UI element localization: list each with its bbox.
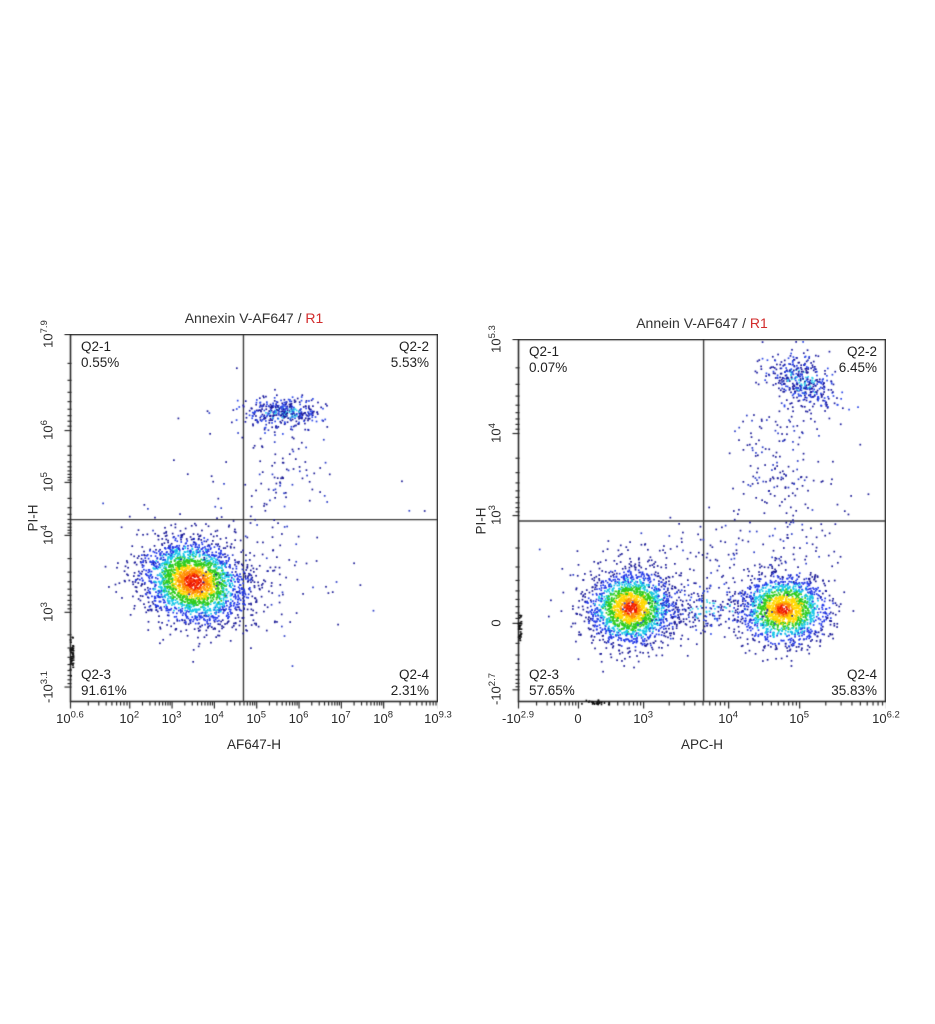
quadrant-name: Q2-1 [81, 339, 112, 354]
quadrant-percent: 35.83% [831, 683, 877, 699]
quadrant-name: Q2-2 [398, 339, 429, 354]
x-tick-label: 105 [789, 709, 810, 726]
x-tick-label: 102 [119, 709, 140, 726]
scatter-canvas [61, 334, 438, 711]
quadrant-label-q2-1: Q2-1 0.55% [81, 339, 119, 371]
plot-apc: Annein V-AF647 / R1 PI-H APC-H Q2-1 0.07… [474, 315, 900, 752]
y-tick-label: 107.9 [39, 320, 56, 348]
plot-title: Annein V-AF647 / R1 [488, 315, 916, 331]
y-tick-label: 106 [39, 420, 56, 440]
quadrant-label-q2-1: Q2-1 0.07% [529, 344, 567, 376]
x-tick-label: 106 [288, 709, 309, 726]
quadrant-percent: 2.31% [390, 683, 429, 699]
x-tick-label: 104 [718, 709, 739, 726]
quadrant-label-q2-3: Q2-3 91.61% [81, 667, 127, 699]
plot-title-text: Annein V-AF647 / [636, 315, 746, 331]
x-tick-label: 109.3 [424, 709, 452, 726]
plot-title: Annexin V-AF647 / R1 [40, 310, 468, 326]
quadrant-percent: 0.55% [81, 354, 120, 370]
x-tick-label: 103 [633, 709, 653, 726]
quadrant-name: Q2-3 [529, 667, 560, 683]
x-tick-label: 107 [330, 709, 351, 726]
y-tick-label: 103 [39, 601, 56, 622]
quadrant-name: Q2-2 [846, 344, 877, 359]
plot-title-text: Annexin V-AF647 / [184, 310, 302, 326]
x-tick-label: 104 [203, 709, 224, 726]
x-tick-label: 100.6 [56, 709, 84, 726]
quadrant-label-q2-2: Q2-2 6.45% [839, 344, 877, 376]
quadrant-label-q2-4: Q2-4 2.31% [391, 667, 429, 699]
plot-annexin-af647: Annexin V-AF647 / R1 PI-H AF647-H Q2-1 0… [26, 310, 452, 752]
x-tick-label: 108 [373, 709, 394, 726]
quadrant-percent: 91.61% [81, 683, 127, 699]
quadrant-label-q2-3: Q2-3 57.65% [529, 667, 575, 699]
y-tick-label: 104 [487, 423, 504, 443]
x-tick-label: 103 [161, 709, 182, 726]
x-tick-label: -102.9 [501, 709, 535, 726]
y-tick-label: 105 [39, 472, 56, 492]
quadrant-name: Q2-4 [398, 667, 429, 683]
gate-label: R1 [749, 315, 768, 331]
quadrant-name: Q2-4 [846, 667, 877, 683]
quadrant-label-q2-4: Q2-4 35.83% [831, 667, 877, 699]
quadrant-label-q2-2: Q2-2 5.53% [391, 339, 429, 371]
y-tick-label: -102.7 [487, 673, 504, 706]
y-tick-label: 103 [487, 505, 504, 525]
quadrant-percent: 6.45% [838, 359, 877, 375]
gate-label: R1 [305, 310, 324, 326]
x-tick-label: 105 [246, 709, 267, 726]
quadrant-name: Q2-3 [81, 667, 112, 683]
x-axis-label: APC-H [680, 737, 724, 752]
y-tick-label: 0 [488, 619, 504, 627]
x-tick-label: 0 [574, 711, 582, 726]
y-axis-label: PI-H [473, 507, 489, 534]
quadrant-percent: 0.07% [529, 359, 568, 375]
quadrant-name: Q2-1 [529, 344, 560, 359]
quadrant-percent: 5.53% [390, 354, 429, 370]
scatter-canvas [509, 339, 886, 711]
x-tick-label: 106.2 [872, 709, 900, 726]
quadrant-percent: 57.65% [529, 683, 575, 699]
y-tick-label: 104 [39, 525, 56, 545]
y-tick-label: -103.1 [39, 670, 56, 703]
y-tick-label: 105.3 [487, 325, 504, 353]
x-axis-label: AF647-H [226, 737, 282, 752]
